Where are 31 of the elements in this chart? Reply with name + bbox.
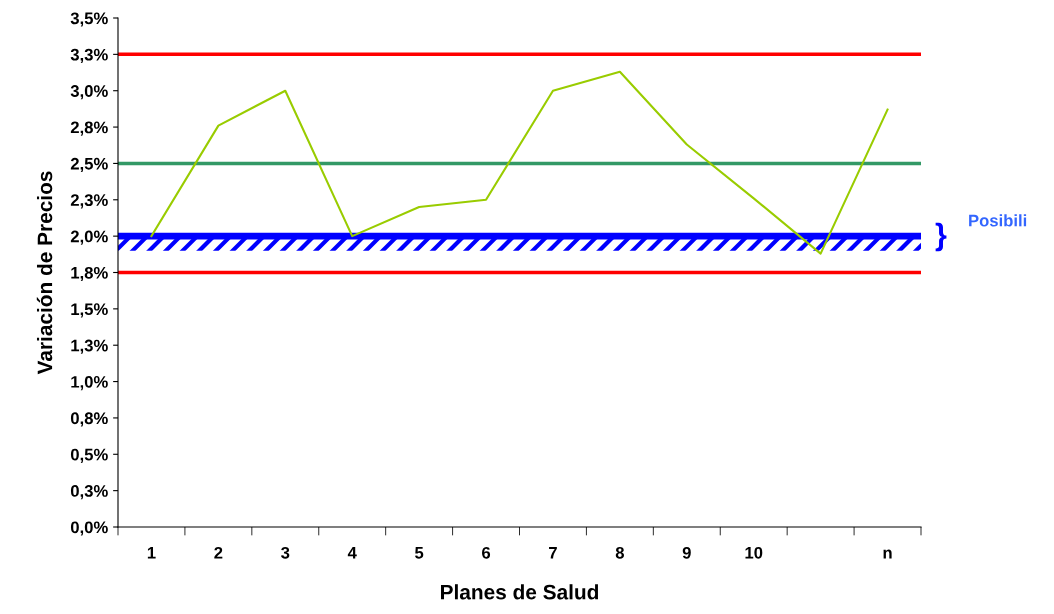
line-series xyxy=(150,70,889,255)
y-tick-label: 0,0% xyxy=(70,521,108,536)
x-tick-label: n xyxy=(883,549,892,559)
y-tick-label: 3,3% xyxy=(70,48,108,63)
y-tick-label: 0,8% xyxy=(70,412,108,427)
y-tick-label: 1,3% xyxy=(71,339,108,354)
y-tick-label: 2,3% xyxy=(70,194,108,209)
y-tick-label: 3,0% xyxy=(70,85,108,100)
x-tick-label: 2 xyxy=(214,546,223,559)
y-tick-label: 1,0% xyxy=(71,375,108,391)
y-tick-label: 0,3% xyxy=(70,485,108,500)
y-axis-title: Variación de Precios xyxy=(36,171,53,375)
x-tick-label: 5 xyxy=(415,547,424,559)
text: Posibili xyxy=(969,214,1027,227)
x-tick-label: 8 xyxy=(615,546,624,559)
y-tick-label: 3,5% xyxy=(70,12,108,27)
x-tick-label: 6 xyxy=(482,546,491,559)
x-tick-label: 7 xyxy=(549,547,557,559)
text: } xyxy=(935,222,947,252)
x-tick-label: 3 xyxy=(281,546,290,559)
y-tick-label: 0,5% xyxy=(70,448,108,463)
y-tick-label: 1,8% xyxy=(71,266,108,282)
x-axis-title: Planes de Salud xyxy=(441,584,599,600)
x-tick-label: 9 xyxy=(682,546,691,559)
y-tick-label: 2,0% xyxy=(70,230,108,245)
y-tick-label: 1,5% xyxy=(71,303,108,318)
x-tick-label: 1 xyxy=(147,547,156,559)
x-tick-label: 10 xyxy=(745,546,763,559)
y-tick-label: 2,5% xyxy=(70,157,108,173)
x-tick-label: 4 xyxy=(347,547,357,559)
y-tick-label: 2,8% xyxy=(70,121,108,136)
